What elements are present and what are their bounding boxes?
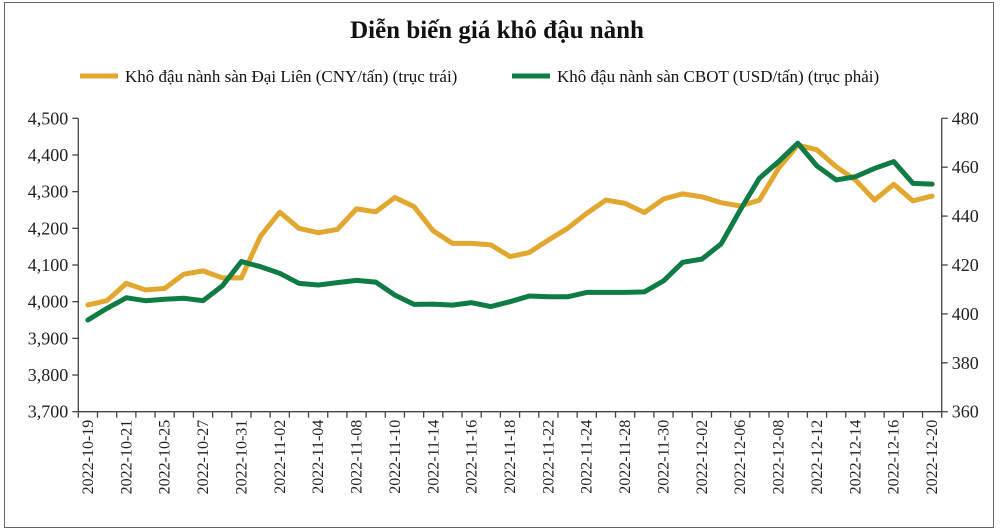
series-line-cbot <box>85 140 935 323</box>
x-tick-label: 2022-10-19 <box>80 420 97 495</box>
left-tick-label: 4,200 <box>28 218 69 238</box>
x-tick-label: 2022-12-20 <box>924 420 941 495</box>
x-tick-label: 2022-11-28 <box>617 420 634 494</box>
x-tick-label: 2022-11-30 <box>655 420 672 494</box>
chart-frame <box>4 2 994 528</box>
series-line-dalian <box>85 142 935 308</box>
right-tick-label: 420 <box>952 255 979 275</box>
x-tick-label: 2022-12-02 <box>694 420 711 495</box>
x-tick-label: 2022-11-04 <box>310 420 327 494</box>
left-tick-label: 4,000 <box>28 292 69 312</box>
right-tick-label: 380 <box>952 353 979 373</box>
x-tick-label: 2022-10-25 <box>157 420 174 495</box>
x-tick-label: 2022-11-22 <box>540 420 557 494</box>
x-tick-label: 2022-11-24 <box>579 420 596 494</box>
x-tick-label: 2022-10-27 <box>195 420 212 495</box>
right-tick-label: 440 <box>952 206 979 226</box>
x-tick-label: 2022-11-14 <box>425 420 442 494</box>
left-tick-label: 4,500 <box>28 108 69 128</box>
left-tick-label: 3,700 <box>28 402 69 422</box>
x-tick-label: 2022-12-08 <box>771 420 788 495</box>
x-tick-label: 2022-12-16 <box>886 420 903 495</box>
legend: Khô đậu nành sàn Đại Liên (CNY/tấn) (trụ… <box>80 67 879 86</box>
left-tick-label: 3,800 <box>28 365 69 385</box>
x-tick-label: 2022-12-06 <box>732 420 749 495</box>
x-tick-label: 2022-12-14 <box>847 420 864 495</box>
x-tick-label: 2022-11-10 <box>387 420 404 494</box>
right-tick-label: 460 <box>952 157 979 177</box>
left-tick-label: 4,100 <box>28 255 69 275</box>
legend-label-cbot: Khô đậu nành sàn CBOT (USD/tấn) (trục ph… <box>557 67 879 86</box>
right-tick-label: 400 <box>952 304 979 324</box>
x-tick-label: 2022-11-02 <box>272 420 289 494</box>
right-tick-label: 480 <box>952 108 979 128</box>
x-tick-label: 2022-11-18 <box>502 420 519 494</box>
legend-label-dalian: Khô đậu nành sàn Đại Liên (CNY/tấn) (trụ… <box>125 67 457 86</box>
x-tick-label: 2022-11-08 <box>349 420 366 494</box>
x-tick-label: 2022-10-21 <box>118 420 135 495</box>
chart-title: Diễn biến giá khô đậu nành <box>350 17 644 44</box>
left-tick-label: 4,400 <box>28 145 69 165</box>
x-tick-label: 2022-12-12 <box>809 420 826 495</box>
right-tick-label: 360 <box>952 402 979 422</box>
x-tick-label: 2022-10-31 <box>233 420 250 495</box>
x-tick-label: 2022-11-16 <box>464 420 481 494</box>
left-tick-label: 4,300 <box>28 182 69 202</box>
left-tick-label: 3,900 <box>28 328 69 348</box>
